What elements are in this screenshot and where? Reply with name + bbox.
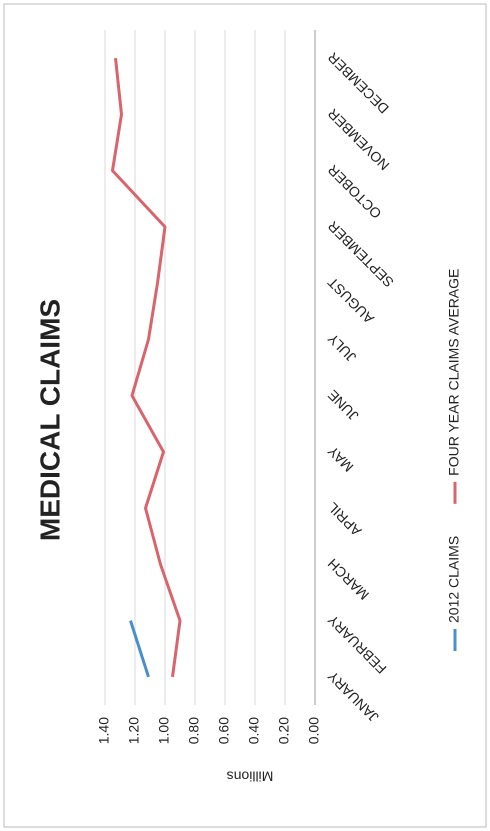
frame <box>3 3 487 828</box>
y-tick-label: 1.40 <box>96 717 112 744</box>
y-tick-label: 0.00 <box>306 717 322 744</box>
y-tick-label: 0.80 <box>186 717 202 744</box>
series-line <box>129 620 150 678</box>
y-tick-label: 1.20 <box>126 717 142 744</box>
chart-title: MEDICAL CLAIMS <box>34 299 65 541</box>
y-tick-label: 0.20 <box>276 717 292 744</box>
y-tick-label: 0.60 <box>216 717 232 744</box>
y-tick-label: 1.00 <box>156 717 172 744</box>
y-tick-label: 0.40 <box>246 717 262 744</box>
series-line <box>111 57 182 678</box>
legend-label: 2012 CLAIMS <box>446 536 462 623</box>
y-axis-title: Millions <box>227 768 274 784</box>
legend-label: FOUR YEAR CLAIMS AVERAGE <box>446 269 462 476</box>
